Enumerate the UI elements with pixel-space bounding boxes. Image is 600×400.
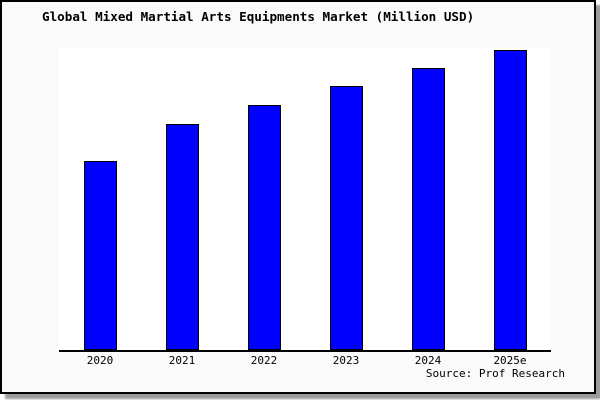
source-credit: Source: Prof Research [425,367,565,380]
chart-card: Global Mixed Martial Arts Equipments Mar… [0,0,596,394]
bar-2021 [165,124,199,350]
bar-2022 [247,104,281,350]
bar-2025e [493,50,527,350]
plot-area [59,48,551,352]
x-axis-labels: 2020 2021 2022 2023 2024 2025e [59,354,551,368]
chart-title: Global Mixed Martial Arts Equipments Mar… [42,9,475,24]
bar-2024 [411,68,445,350]
bar-2023 [329,86,363,350]
bar-2020 [83,161,117,350]
x-tick-label-2020: 2020 [86,354,114,367]
x-tick-label-2022: 2022 [250,354,278,367]
x-tick-label-2024: 2024 [414,354,442,367]
x-tick-label-2021: 2021 [168,354,196,367]
x-tick-label-2025e: 2025e [493,354,527,367]
x-tick-label-2023: 2023 [332,354,360,367]
